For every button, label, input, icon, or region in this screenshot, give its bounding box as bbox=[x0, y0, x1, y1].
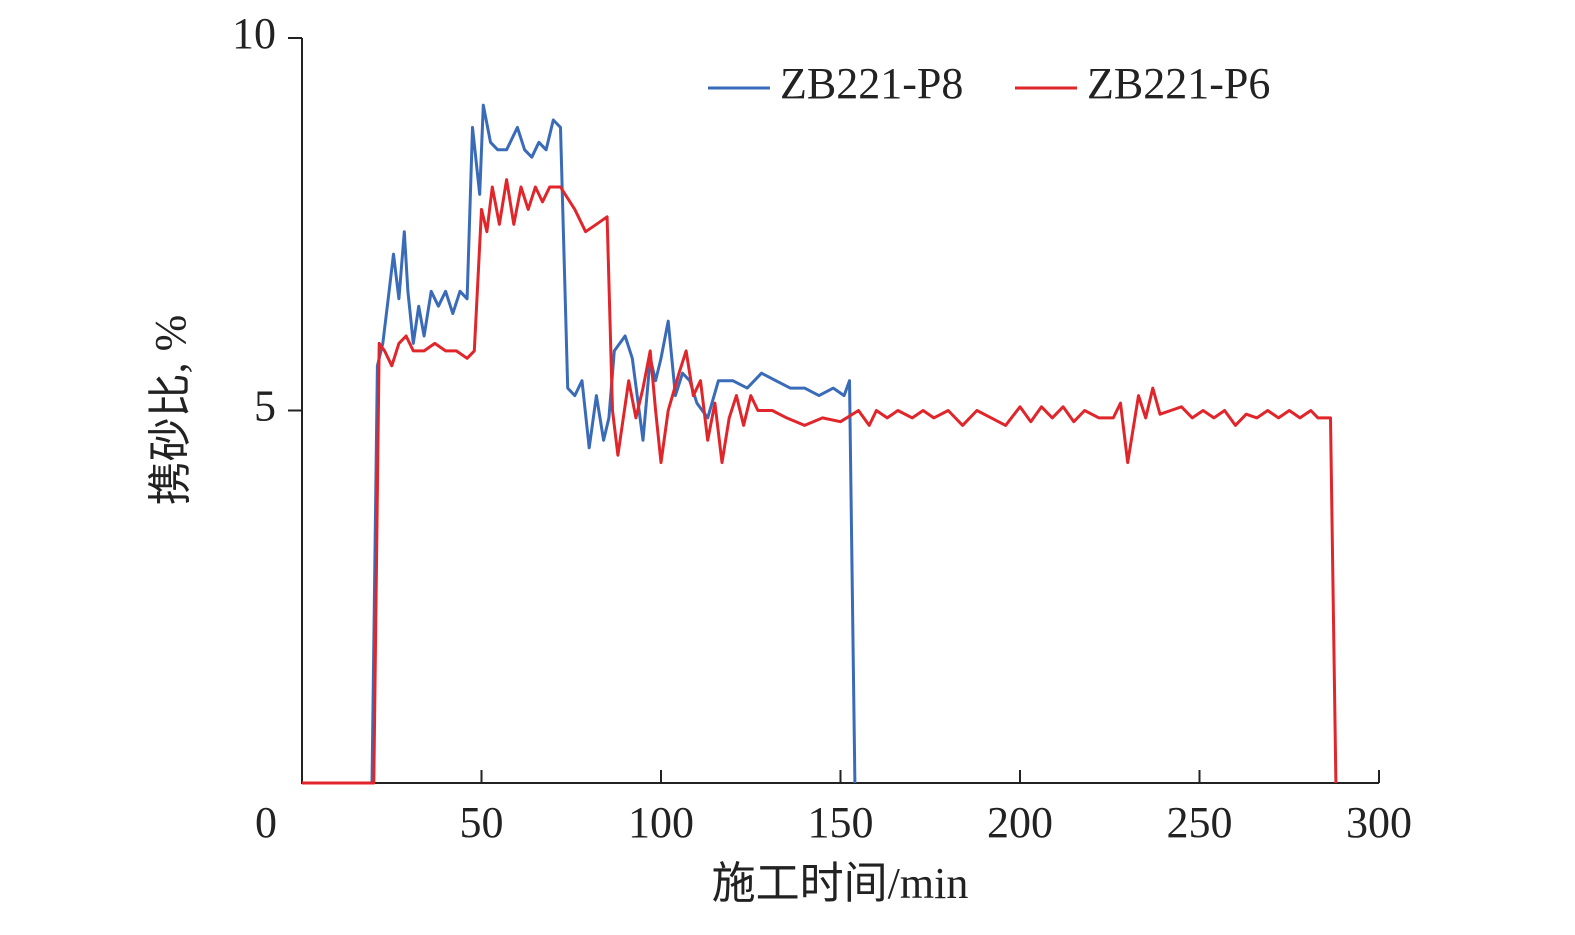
x-tick-label: 300 bbox=[1346, 798, 1412, 847]
y-tick-label: 5 bbox=[254, 382, 276, 431]
x-tick-label: 250 bbox=[1167, 798, 1233, 847]
legend-label: ZB221-P8 bbox=[780, 59, 963, 108]
y-axis-label: 携砂比, % bbox=[146, 315, 195, 506]
series-line bbox=[302, 178, 1338, 785]
series-line bbox=[302, 103, 857, 785]
x-tick-label: 150 bbox=[808, 798, 874, 847]
x-tick-label: 50 bbox=[460, 798, 504, 847]
x-axis-label: 施工时间/min bbox=[712, 859, 969, 908]
legend-label: ZB221-P6 bbox=[1087, 59, 1270, 108]
x-tick-label: 100 bbox=[628, 798, 694, 847]
x-tick-label: 200 bbox=[987, 798, 1053, 847]
x-tick-label: 0 bbox=[255, 798, 277, 847]
y-tick-label: 10 bbox=[232, 9, 276, 58]
